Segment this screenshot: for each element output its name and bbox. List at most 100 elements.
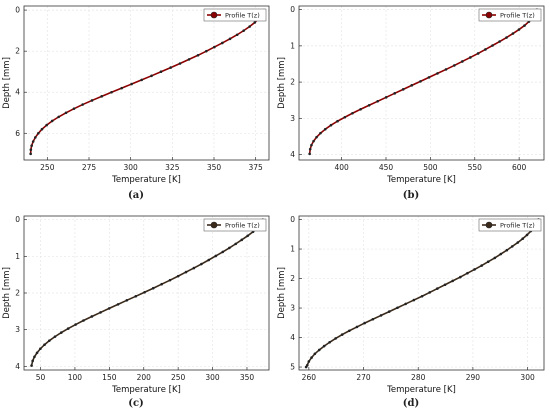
data-point xyxy=(443,283,447,287)
data-point xyxy=(387,310,391,313)
data-point xyxy=(140,78,143,82)
data-point xyxy=(43,343,46,346)
data-point xyxy=(214,254,218,258)
data-point xyxy=(412,298,416,302)
y-tick-label: 1 xyxy=(290,245,295,254)
y-axis-label: Depth [mm] xyxy=(2,57,12,109)
data-point xyxy=(359,107,362,111)
data-point xyxy=(511,32,515,35)
data-point xyxy=(384,96,388,99)
data-point xyxy=(363,321,366,325)
caption-d: (d) xyxy=(402,398,420,409)
data-point xyxy=(396,306,399,310)
data-point xyxy=(90,315,94,318)
data-point xyxy=(473,268,476,271)
data-point xyxy=(379,314,383,317)
data-point xyxy=(469,56,472,59)
data-point xyxy=(50,119,54,123)
legend-swatch-marker xyxy=(210,11,218,19)
plot-frame xyxy=(298,215,545,371)
data-point xyxy=(343,115,347,119)
data-point xyxy=(72,107,76,110)
data-point xyxy=(476,52,480,55)
x-tick-label: 270 xyxy=(356,373,371,382)
data-point xyxy=(521,237,524,241)
caption-b: (b) xyxy=(402,190,420,201)
data-point xyxy=(192,266,196,270)
data-point xyxy=(48,339,51,342)
data-point xyxy=(110,90,113,94)
data-point xyxy=(99,311,102,314)
chart-panel-d: 260 270 280 290 300 0 1 2 3 4 5 Temperature [K] Dept… xyxy=(277,215,545,395)
data-point xyxy=(376,99,379,103)
data-point xyxy=(510,245,514,248)
x-tick-label: 350 xyxy=(207,163,222,172)
data-point xyxy=(310,356,313,359)
data-point xyxy=(57,115,60,119)
plot-frame xyxy=(298,5,545,161)
data-point xyxy=(491,44,494,47)
data-point xyxy=(30,364,33,367)
x-tick-label: 50 xyxy=(36,373,46,382)
y-tick-label: 0 xyxy=(290,215,295,224)
data-point xyxy=(308,147,312,151)
data-point xyxy=(240,238,244,242)
data-point xyxy=(34,136,37,139)
data-point xyxy=(30,144,33,147)
data-point xyxy=(419,80,422,83)
x-axis-label: Temperature [K] xyxy=(386,175,456,185)
x-axis-label: Temperature [K] xyxy=(111,175,181,185)
legend-label: Profile T(z) xyxy=(225,12,260,20)
data-point xyxy=(200,262,203,266)
x-tick-label: 300 xyxy=(124,163,139,172)
data-point xyxy=(322,344,326,348)
legend: Profile T(z) xyxy=(203,218,267,232)
y-tick-label: 2 xyxy=(15,47,20,56)
caption-a: (a) xyxy=(128,190,144,201)
y-axis-label: Depth [mm] xyxy=(277,267,287,319)
data-point xyxy=(40,127,44,131)
data-point xyxy=(323,127,327,131)
data-point xyxy=(315,135,318,139)
data-point xyxy=(221,41,224,45)
data-point xyxy=(205,49,208,53)
x-tick-label: 290 xyxy=(466,373,481,382)
data-point xyxy=(498,40,501,43)
data-point xyxy=(207,258,211,262)
plot-frame xyxy=(23,5,270,161)
data-point xyxy=(169,66,172,69)
data-point xyxy=(74,323,77,326)
data-point xyxy=(466,271,469,275)
data-point xyxy=(235,33,239,37)
grid xyxy=(299,216,544,370)
x-tick-label: 300 xyxy=(520,373,535,382)
x-tick-label: 150 xyxy=(102,373,117,382)
data-point xyxy=(499,252,503,256)
legend: Profile T(z) xyxy=(478,8,542,22)
data-point xyxy=(66,327,70,330)
data-point xyxy=(151,286,155,290)
data-point xyxy=(401,88,405,91)
data-point xyxy=(120,86,123,90)
y-tick-label: 0 xyxy=(15,215,20,224)
y-tick-label: 4 xyxy=(290,333,295,342)
data-point xyxy=(436,287,439,290)
data-point xyxy=(334,337,337,340)
data-point xyxy=(525,233,529,237)
data-point xyxy=(221,250,225,254)
data-point xyxy=(60,331,63,334)
x-tick-label: 375 xyxy=(249,163,264,172)
data-point xyxy=(444,68,448,71)
data-point xyxy=(37,132,40,135)
data-point xyxy=(160,282,163,286)
data-point xyxy=(39,347,42,351)
data-point xyxy=(100,95,103,98)
legend-label: Profile T(z) xyxy=(500,12,535,20)
data-point xyxy=(35,351,39,355)
legend-swatch-marker xyxy=(485,221,493,229)
x-tick-label: 450 xyxy=(379,163,394,172)
series-line xyxy=(30,219,264,366)
y-tick-label: 1 xyxy=(15,252,20,261)
data-point xyxy=(517,28,521,31)
x-tick-label: 200 xyxy=(137,373,152,382)
